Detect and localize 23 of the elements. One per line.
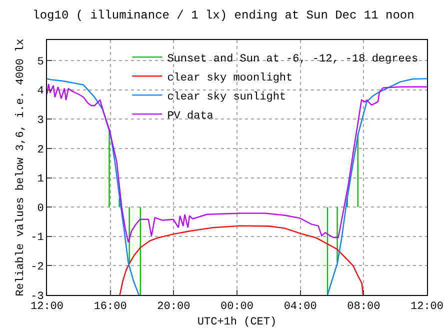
- y-tick-label: 5: [37, 56, 44, 68]
- y-tick-label: 3: [37, 114, 44, 127]
- x-tick-label: 08:00: [347, 301, 380, 314]
- y-tick-label: -3: [30, 290, 44, 303]
- x-axis-title: UTC+1h (CET): [197, 316, 277, 328]
- chart-title: log10 ( illuminance / 1 lx) ending at Sun Dec 11 noon: [32, 8, 414, 22]
- y-tick-label: 2: [37, 144, 44, 156]
- y-tick-label: -1: [30, 232, 44, 244]
- y-tick-label: -2: [30, 262, 44, 274]
- y-tick-label: 4: [37, 86, 44, 98]
- x-tick-label: 16:00: [94, 301, 127, 314]
- x-tick-label: 12:00: [410, 301, 444, 314]
- x-tick-label: 00:00: [220, 301, 254, 314]
- legend-label: PV data: [167, 110, 214, 122]
- x-tick-label: 20:00: [157, 301, 190, 314]
- y-axis-title: Reliable values below 3,6, i.e. 4000 lx: [15, 38, 28, 296]
- legend-label: clear sky moonlight: [167, 72, 293, 84]
- y-tick-label: 0: [37, 202, 44, 215]
- legend-label: Sunset and Sun at -6, -12, -18 degrees: [167, 53, 418, 66]
- x-tick-label: 04:00: [284, 301, 317, 314]
- y-tick-label: 1: [37, 174, 44, 186]
- legend-label: clear sky sunlight: [167, 91, 286, 104]
- x-tick-label: 12:00: [30, 301, 64, 314]
